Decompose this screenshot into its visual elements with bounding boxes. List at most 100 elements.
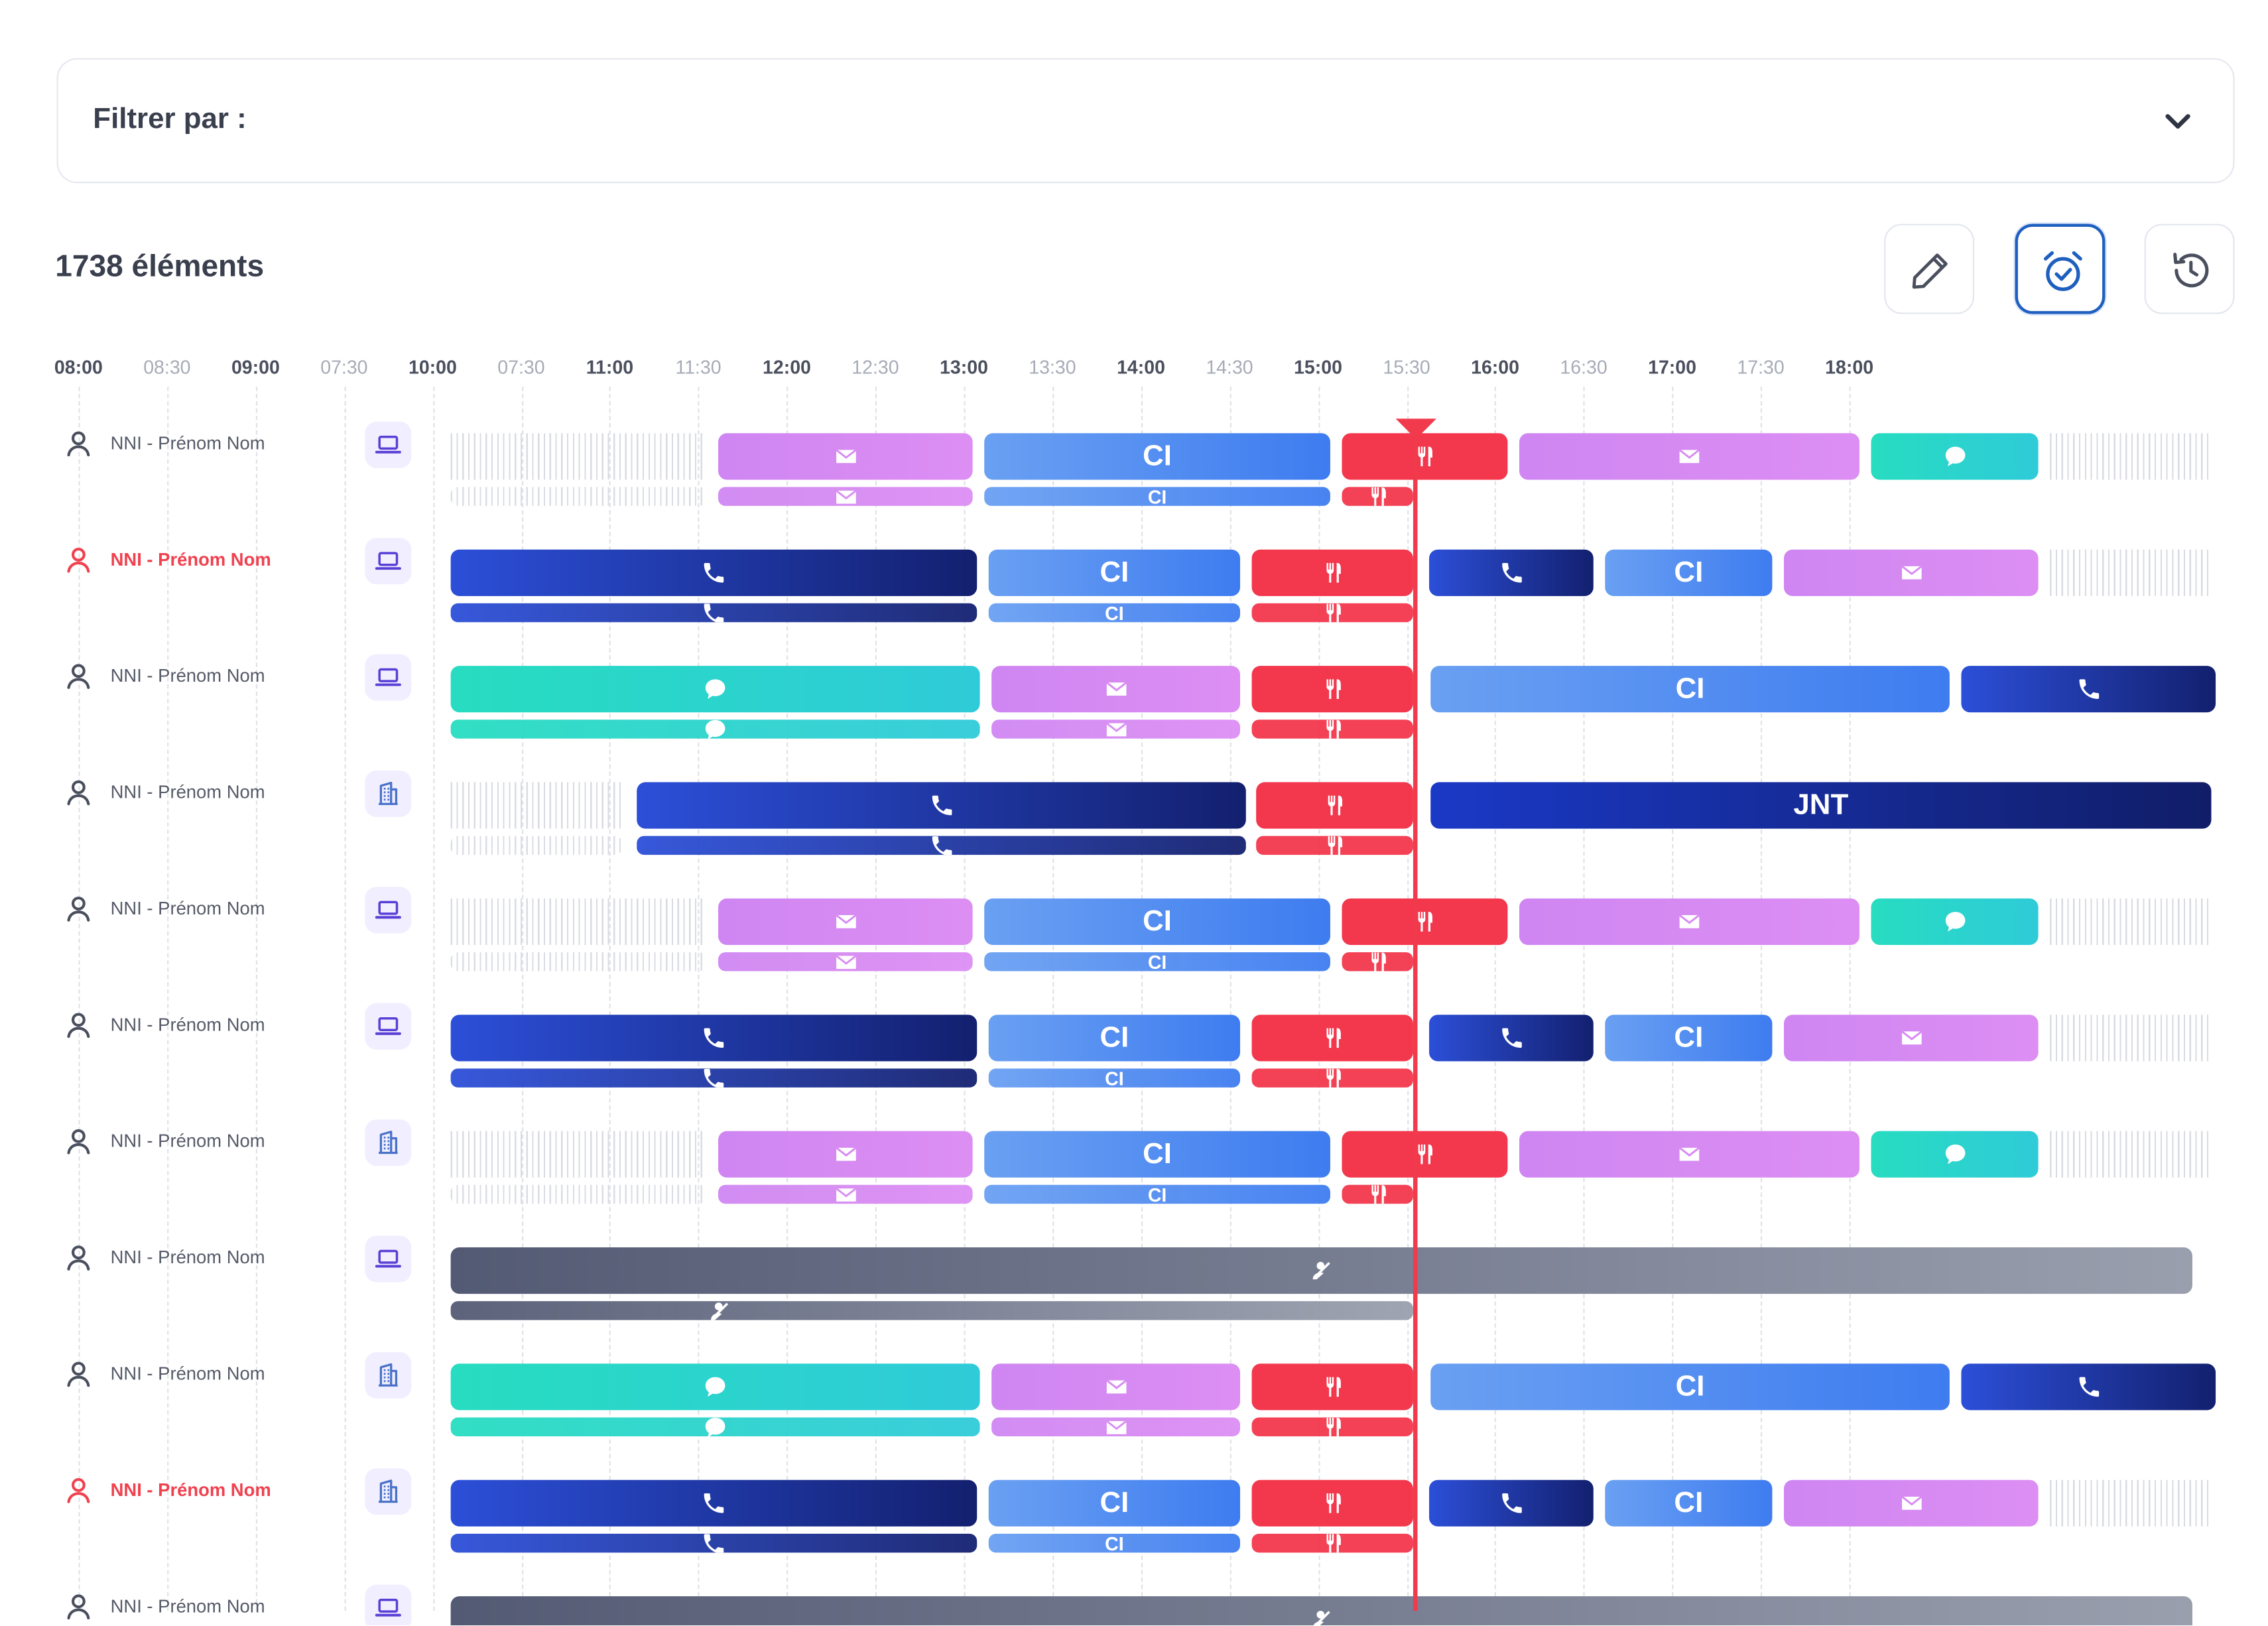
lunch-activity-main[interactable] bbox=[1251, 1015, 1413, 1062]
jnt-activity-main[interactable]: JNT bbox=[1430, 782, 2212, 829]
lunch-activity-main[interactable] bbox=[1342, 898, 1508, 945]
chat-activity-sub bbox=[450, 719, 980, 739]
idle-activity-main[interactable] bbox=[450, 782, 623, 829]
agent-row: NNI - Prénom Nom CI CI bbox=[0, 875, 2268, 991]
idle-activity-main[interactable] bbox=[450, 433, 707, 480]
idle-activity-main[interactable] bbox=[2050, 549, 2210, 596]
mail-activity-main[interactable] bbox=[1783, 1015, 2039, 1062]
phone-activity-main[interactable] bbox=[637, 782, 1246, 829]
ci-activity-main[interactable]: CI bbox=[1430, 666, 1950, 713]
agent-identity[interactable]: NNI - Prénom Nom bbox=[64, 1125, 265, 1157]
mail-activity-main[interactable] bbox=[991, 1363, 1241, 1410]
lunch-activity-main[interactable] bbox=[1342, 1131, 1508, 1178]
ci-activity-main[interactable]: CI bbox=[988, 549, 1241, 596]
phone-activity-main[interactable] bbox=[1429, 1479, 1594, 1527]
idle-activity-main[interactable] bbox=[2050, 898, 2210, 945]
idle-activity-main[interactable] bbox=[2050, 433, 2210, 480]
alarm-button[interactable] bbox=[2015, 223, 2106, 314]
ci-activity-main[interactable]: CI bbox=[984, 433, 1330, 480]
agent-identity[interactable]: NNI - Prénom Nom bbox=[64, 1009, 265, 1040]
mail-label bbox=[1676, 1141, 1702, 1167]
idle-activity-sub bbox=[450, 487, 707, 506]
phone-activity-main[interactable] bbox=[450, 1015, 977, 1062]
ci-activity-main[interactable]: CI bbox=[984, 898, 1330, 945]
history-button[interactable] bbox=[2144, 223, 2235, 314]
mail-activity-main[interactable] bbox=[718, 433, 973, 480]
user-icon bbox=[67, 1013, 90, 1038]
agent-identity[interactable]: NNI - Prénom Nom bbox=[64, 1241, 265, 1273]
agent-identity[interactable]: NNI - Prénom Nom bbox=[64, 544, 271, 576]
phone-activity-main[interactable] bbox=[1429, 549, 1594, 596]
chat-activity-main[interactable] bbox=[450, 1363, 980, 1410]
absent-activity-main[interactable] bbox=[450, 1596, 2192, 1625]
phone-label bbox=[2076, 676, 2102, 702]
phone-icon bbox=[1501, 1493, 1521, 1513]
phone-activity-main[interactable] bbox=[1961, 1363, 2216, 1410]
mail-activity-main[interactable] bbox=[1519, 898, 1859, 945]
idle-activity-main[interactable] bbox=[2050, 1015, 2210, 1062]
ci-label: CI bbox=[1105, 603, 1124, 623]
location-badge bbox=[365, 887, 412, 934]
agent-identity[interactable]: NNI - Prénom Nom bbox=[64, 777, 265, 808]
agent-row: NNI - Prénom Nom CI bbox=[0, 643, 2268, 759]
user-icon bbox=[67, 1129, 90, 1155]
user-off-icon bbox=[1312, 1261, 1330, 1280]
chat-activity-main[interactable] bbox=[1871, 1131, 2039, 1178]
idle-activity-main[interactable] bbox=[2050, 1131, 2210, 1178]
mail-activity-main[interactable] bbox=[991, 666, 1241, 713]
lunch-activity-main[interactable] bbox=[1256, 782, 1413, 829]
ci-activity-main[interactable]: CI bbox=[988, 1015, 1241, 1062]
phone-icon bbox=[704, 603, 724, 623]
mail-activity-main[interactable] bbox=[1783, 1479, 2039, 1527]
time-label: 15:00 bbox=[1294, 356, 1342, 378]
ci-activity-main[interactable]: CI bbox=[984, 1131, 1330, 1178]
mail-label bbox=[1676, 444, 1702, 469]
mail-activity-main[interactable] bbox=[1519, 433, 1859, 480]
mail-activity-main[interactable] bbox=[1519, 1131, 1859, 1178]
edit-button[interactable] bbox=[1884, 223, 1975, 314]
phone-activity-main[interactable] bbox=[1961, 666, 2216, 713]
agent-identity[interactable]: NNI - Prénom Nom bbox=[64, 660, 265, 692]
building-icon bbox=[379, 781, 398, 805]
lunch-activity-main[interactable] bbox=[1251, 1363, 1413, 1410]
mail-label bbox=[1103, 719, 1129, 738]
agent-identity[interactable]: NNI - Prénom Nom bbox=[64, 893, 265, 924]
ci-activity-main[interactable]: CI bbox=[1605, 1479, 1773, 1527]
grid-line bbox=[1672, 387, 1674, 1611]
mail-activity-main[interactable] bbox=[718, 1131, 973, 1178]
ci-label: CI bbox=[1100, 1022, 1129, 1054]
user-icon bbox=[67, 1245, 90, 1271]
lunch-activity-main[interactable] bbox=[1251, 666, 1413, 713]
filter-dropdown[interactable]: Filtrer par : bbox=[56, 58, 2235, 184]
agent-identity[interactable]: NNI - Prénom Nom bbox=[64, 1474, 271, 1506]
mail-label bbox=[1676, 908, 1702, 934]
mail-activity-main[interactable] bbox=[718, 898, 973, 945]
chat-activity-main[interactable] bbox=[450, 666, 980, 713]
chat-activity-main[interactable] bbox=[1871, 898, 2039, 945]
lunch-activity-main[interactable] bbox=[1251, 549, 1413, 596]
idle-activity-main[interactable] bbox=[450, 898, 707, 945]
mail-activity-main[interactable] bbox=[1783, 549, 2039, 596]
phone-activity-main[interactable] bbox=[450, 549, 977, 596]
phone-label bbox=[2076, 1374, 2102, 1400]
phone-activity-main[interactable] bbox=[1429, 1015, 1594, 1062]
agent-identity[interactable]: NNI - Prénom Nom bbox=[64, 1590, 265, 1622]
chat-activity-main[interactable] bbox=[1871, 433, 2039, 480]
idle-activity-main[interactable] bbox=[2050, 1479, 2210, 1527]
lunch-label bbox=[1412, 1141, 1438, 1167]
user-icon bbox=[67, 897, 90, 922]
phone-activity-main[interactable] bbox=[450, 1479, 977, 1527]
idle-activity-main[interactable] bbox=[450, 1131, 707, 1178]
agent-identity[interactable]: NNI - Prénom Nom bbox=[64, 1358, 265, 1390]
lunch-activity-main[interactable] bbox=[1251, 1479, 1413, 1527]
ci-activity-main[interactable]: CI bbox=[988, 1479, 1241, 1527]
phone-label bbox=[701, 1068, 727, 1088]
absent-activity-main[interactable] bbox=[450, 1247, 2192, 1294]
ci-activity-main[interactable]: CI bbox=[1430, 1363, 1950, 1410]
agent-identity[interactable]: NNI - Prénom Nom bbox=[64, 428, 265, 460]
lunch-activity-main[interactable] bbox=[1342, 433, 1508, 480]
ci-activity-main[interactable]: CI bbox=[1605, 549, 1773, 596]
chat-label bbox=[702, 676, 728, 702]
ci-activity-main[interactable]: CI bbox=[1605, 1015, 1773, 1062]
